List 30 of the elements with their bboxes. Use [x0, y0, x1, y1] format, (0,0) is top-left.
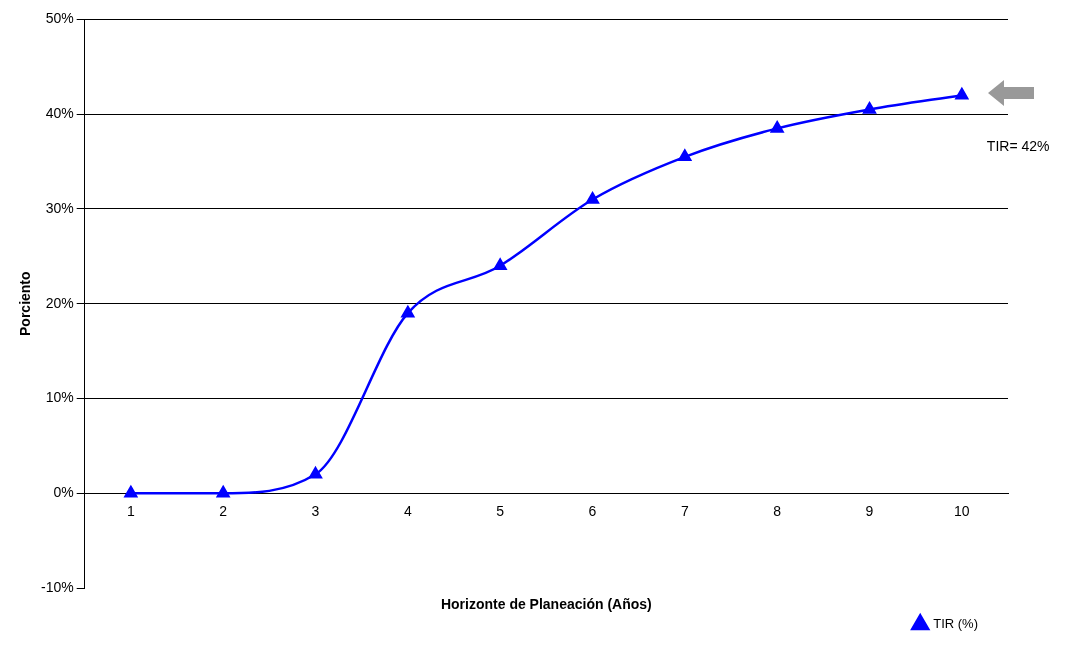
y-tick-label: 40%: [45, 105, 74, 122]
point: [955, 87, 969, 100]
x-tick-label: 5: [496, 503, 505, 520]
x-tick-label: 1: [126, 503, 135, 520]
annotation: TIR= 42%: [986, 138, 1050, 155]
x-tick-label: 9: [865, 503, 874, 520]
point: [216, 485, 230, 498]
y-tick-label: 0%: [53, 484, 74, 501]
y-tick-label: 50%: [45, 10, 74, 27]
x-tick-label: 4: [403, 503, 412, 520]
y-tick-label: 30%: [45, 199, 74, 216]
legend-label: TIR (%): [933, 616, 979, 632]
point: [493, 258, 507, 271]
point: [863, 102, 876, 114]
y-tick-label: 10%: [45, 389, 74, 406]
x-tick-label: 6: [588, 503, 597, 520]
x-axis-title: Horizonte de Planeación (Años): [440, 595, 652, 612]
point: [678, 149, 692, 162]
y-axis-title: Porciento: [16, 271, 33, 336]
y-tick-label: -10%: [41, 578, 74, 595]
y-tick-label: 20%: [45, 294, 74, 311]
point: [586, 192, 599, 204]
x-tick-label: 7: [680, 503, 689, 520]
point: [770, 121, 784, 133]
point: [124, 485, 138, 498]
x-tick-label: 8: [773, 503, 782, 520]
x-tick-label: 10: [954, 503, 970, 520]
point: [401, 305, 415, 318]
x-tick-label: 2: [219, 503, 228, 520]
x-tick-label: 3: [311, 503, 320, 520]
